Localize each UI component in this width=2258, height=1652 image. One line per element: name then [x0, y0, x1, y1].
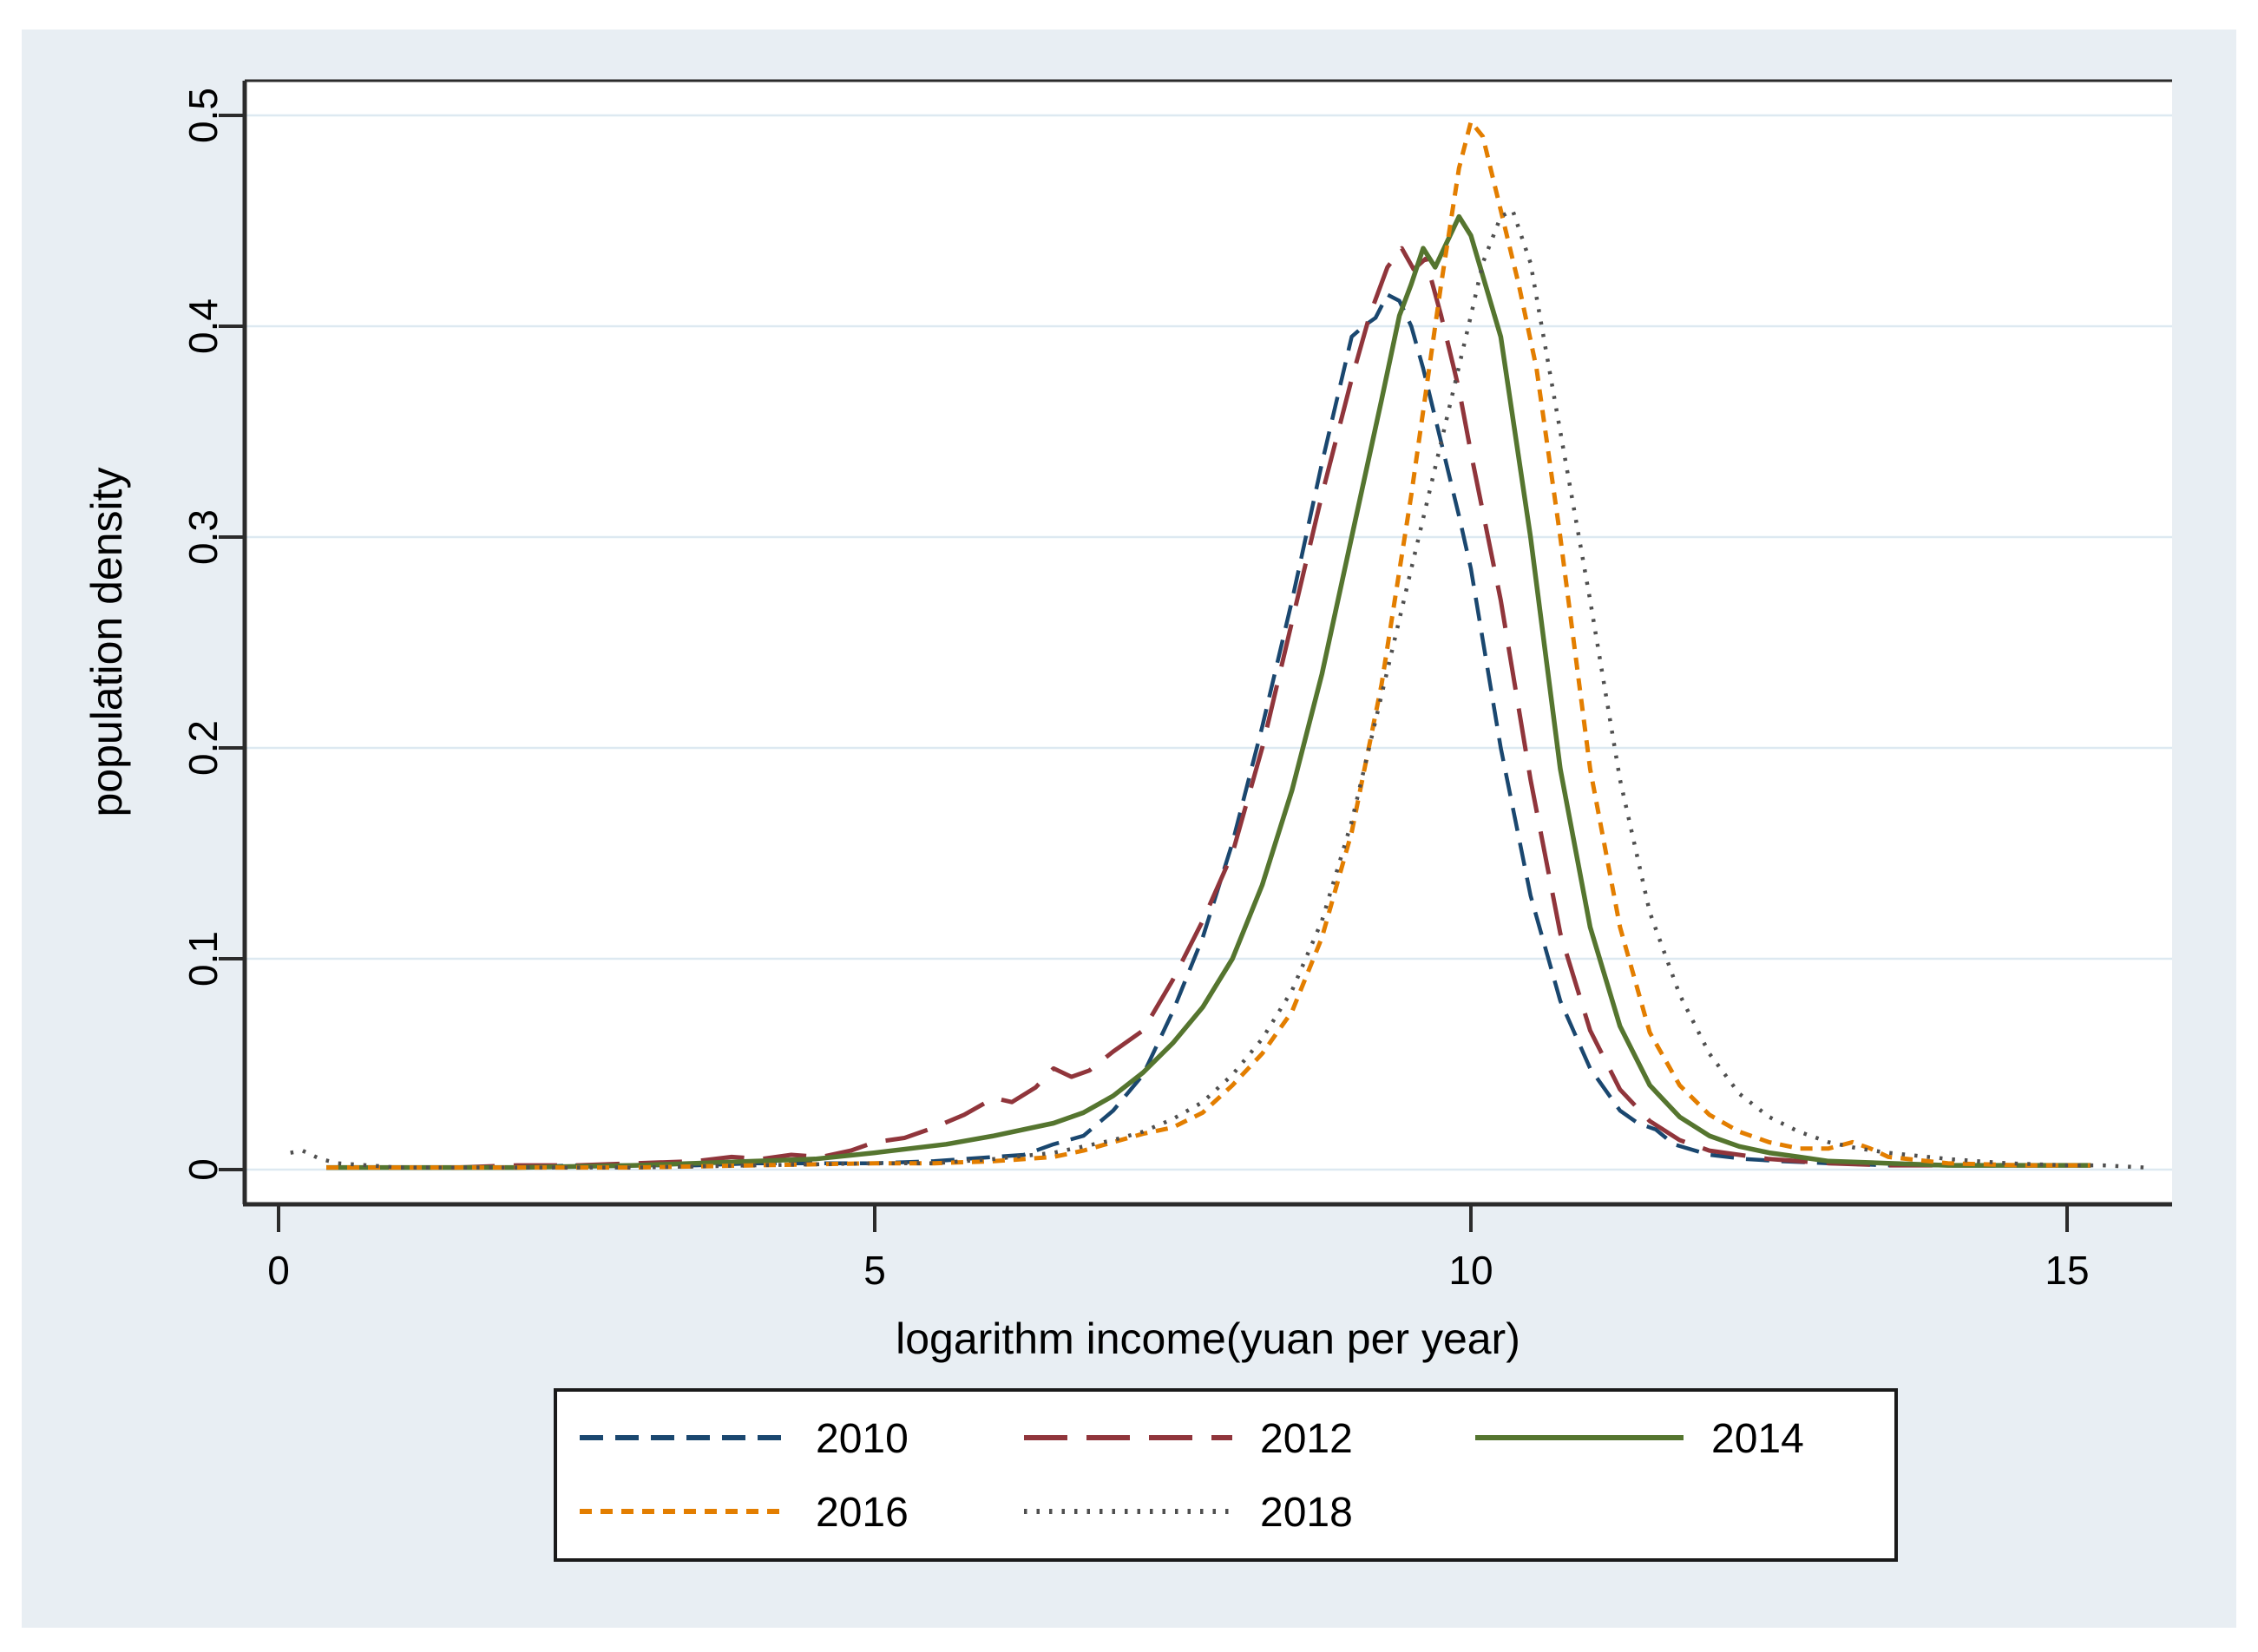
- legend-box: [554, 1388, 1898, 1562]
- series-line-2012: [326, 246, 2091, 1170]
- series-line-2018: [290, 208, 2145, 1170]
- legend-entries: 2010 2012 2014 2016 2018: [580, 1416, 1804, 1536]
- plot-area: [245, 81, 2172, 1204]
- y-tick-label-0: 0: [181, 1158, 226, 1181]
- axis-ticks: [219, 114, 2069, 1232]
- legend-label-2010: 2010: [816, 1416, 909, 1462]
- y-tick-label-0.4: 0.4: [181, 298, 226, 354]
- series-line-2010: [326, 292, 2091, 1170]
- x-tick-label-5: 5: [863, 1248, 886, 1293]
- x-tick-label-15: 15: [2045, 1248, 2089, 1293]
- legend-label-2016: 2016: [816, 1490, 909, 1536]
- legend-label-2012: 2012: [1260, 1416, 1353, 1462]
- legend-label-2014: 2014: [1711, 1416, 1804, 1462]
- series-line-2014: [326, 213, 2091, 1170]
- y-tick-label-0.2: 0.2: [181, 720, 226, 776]
- y-tick-label-0.1: 0.1: [181, 931, 226, 987]
- series-lines: [290, 119, 2145, 1170]
- series-line-2016: [326, 119, 2091, 1170]
- x-tick-label-10: 10: [1448, 1248, 1493, 1293]
- axis-tick-labels: 0 0.1 0.2 0.3 0.4 0.5 0 5 10 15: [181, 88, 2090, 1293]
- y-axis-title: population density: [82, 467, 131, 816]
- legend-label-2018: 2018: [1260, 1490, 1353, 1536]
- x-tick-label-0: 0: [267, 1248, 290, 1293]
- x-axis-title: logarithm income(yuan per year): [896, 1314, 1520, 1363]
- y-tick-label-0.3: 0.3: [181, 509, 226, 565]
- y-tick-label-0.5: 0.5: [181, 88, 226, 143]
